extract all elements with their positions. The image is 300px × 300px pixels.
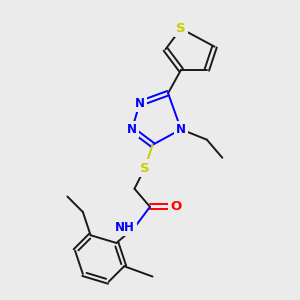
Text: S: S	[140, 162, 150, 175]
Text: S: S	[176, 22, 186, 35]
Text: N: N	[135, 97, 145, 110]
Text: NH: NH	[115, 221, 134, 234]
Text: O: O	[170, 200, 182, 213]
Text: N: N	[176, 123, 186, 136]
Text: N: N	[127, 123, 137, 136]
